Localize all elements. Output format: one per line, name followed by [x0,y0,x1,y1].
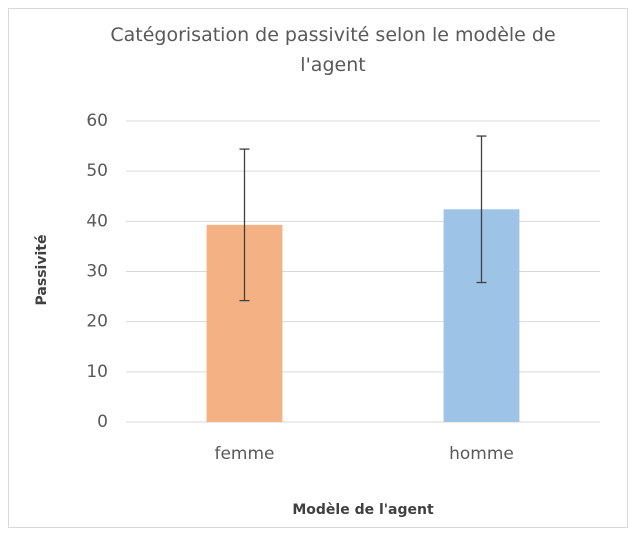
y-tick-label: 40 [86,211,108,231]
y-tick-label: 60 [86,111,108,131]
y-axis-label: Passivité [34,235,50,306]
y-tick-label: 20 [86,312,108,332]
y-tick-label: 30 [86,262,108,282]
chart-title: Catégorisation de passivité selon le mod… [110,24,556,76]
x-tick-label: femme [214,444,274,464]
chart-border [8,8,628,528]
x-tick-label: homme [449,444,514,464]
error-bar [476,135,487,284]
y-tick-label: 50 [86,161,108,181]
y-tick-label: 10 [86,362,108,382]
x-axis-label: Modèle de l'agent [292,502,434,518]
y-tick-label: 0 [97,412,108,432]
error-bar [239,148,250,302]
